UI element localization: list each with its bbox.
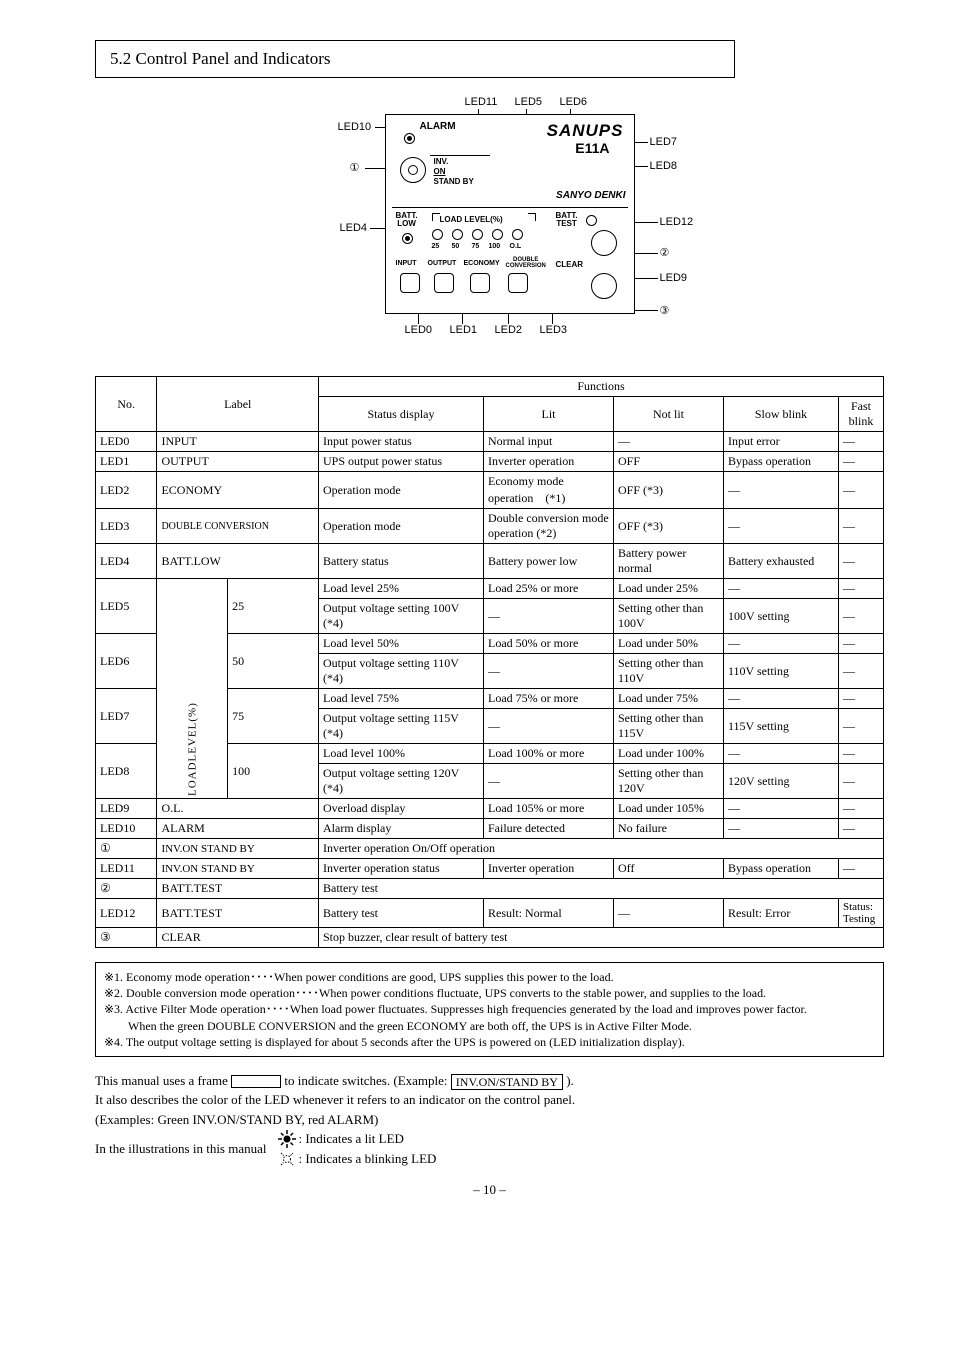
th-notlit: Not lit — [614, 397, 724, 432]
explain-line2: It also describes the color of the LED w… — [95, 1090, 884, 1110]
led4-dot — [402, 233, 413, 244]
led12-dot — [586, 215, 597, 226]
th-status: Status display — [319, 397, 484, 432]
control-panel-diagram: LED11 LED5 LED6 LED10 ① LED4 LED7 LED8 L… — [210, 96, 770, 356]
section-title-box: 5.2 Control Panel and Indicators — [95, 40, 735, 78]
callout-led9: LED9 — [660, 272, 688, 284]
explanation-block: This manual uses a frame to indicate swi… — [95, 1071, 884, 1169]
row-c3: ③ CLEAR Stop buzzer, clear result of bat… — [96, 928, 884, 948]
clear-label: CLEAR — [556, 260, 584, 269]
row-led5-a: LED5 LOADLEVEL(%) 25 Load level 25% Load… — [96, 579, 884, 599]
callout-led7: LED7 — [650, 136, 678, 148]
blink-led-text: : Indicates a blinking LED — [299, 1149, 437, 1169]
note-4: ※4. The output voltage setting is displa… — [104, 1034, 875, 1050]
inv-on-button[interactable] — [400, 157, 426, 183]
callout-led11: LED11 — [465, 96, 498, 108]
led10-dot — [404, 133, 415, 144]
th-no: No. — [96, 377, 157, 432]
economy-button[interactable] — [470, 273, 490, 293]
inv-label: INV. — [434, 157, 449, 166]
row-led1: LED1 OUTPUT UPS output power status Inve… — [96, 452, 884, 472]
row-led3: LED3 DOUBLE CONVERSION Operation mode Do… — [96, 509, 884, 544]
notes-box: ※1. Economy mode operation････When power… — [95, 962, 884, 1057]
output-button[interactable] — [434, 273, 454, 293]
btn-economy: ECONOMY — [464, 260, 500, 267]
clear-button[interactable] — [591, 273, 617, 299]
battlow-label: BATT. LOW — [396, 212, 418, 228]
led6-dot — [452, 229, 463, 240]
row-led2: LED2 ECONOMY Operation mode Economy mode… — [96, 472, 884, 509]
section-title: 5.2 Control Panel and Indicators — [110, 49, 331, 68]
batttest-button[interactable] — [591, 230, 617, 256]
callout-led10: LED10 — [338, 121, 372, 133]
nOL: O.L — [510, 243, 522, 250]
callout-led1: LED1 — [450, 324, 478, 336]
batttest-label: BATT. TEST — [556, 212, 578, 228]
row-led12: LED12 BATT.TEST Battery test Result: Nor… — [96, 899, 884, 928]
btn-input: INPUT — [396, 260, 417, 267]
page-number: – 10 – — [95, 1182, 884, 1198]
note-2: ※2. Double conversion mode operation････… — [104, 985, 875, 1001]
callout-c1: ① — [350, 161, 360, 174]
btn-output: OUTPUT — [428, 260, 457, 267]
th-lit: Lit — [484, 397, 614, 432]
n50: 50 — [452, 243, 460, 250]
input-button[interactable] — [400, 273, 420, 293]
n100: 100 — [489, 243, 501, 250]
callout-led5: LED5 — [515, 96, 543, 108]
note-1: ※1. Economy mode operation････When power… — [104, 969, 875, 985]
th-fast: Fast blink — [839, 397, 884, 432]
n25: 25 — [432, 243, 440, 250]
callout-led6: LED6 — [560, 96, 588, 108]
logo: SANUPS — [547, 121, 624, 141]
led5-dot — [432, 229, 443, 240]
row-led4: LED4 BATT.LOW Battery status Battery pow… — [96, 544, 884, 579]
callout-c3: ③ — [660, 304, 670, 317]
led8-dot — [492, 229, 503, 240]
row-led9: LED9 O.L. Overload display Load 105% or … — [96, 799, 884, 819]
alarm-label: ALARM — [420, 121, 456, 132]
th-functions: Functions — [319, 377, 884, 397]
th-slow: Slow blink — [724, 397, 839, 432]
table-head-row: No. Label Functions — [96, 377, 884, 397]
n75: 75 — [472, 243, 480, 250]
note-3b: When the green DOUBLE CONVERSION and the… — [104, 1018, 875, 1034]
led-functions-table: No. Label Functions Status display Lit N… — [95, 376, 884, 948]
callout-led3: LED3 — [540, 324, 568, 336]
note-3: ※3. Active Filter Mode operation････When… — [104, 1001, 875, 1017]
explain-line1: This manual uses a frame to indicate swi… — [95, 1071, 884, 1091]
row-c2: ② BATT.TEST Battery test — [96, 879, 884, 899]
lit-led-icon — [278, 1130, 296, 1148]
sanyo-label: SANYO DENKI — [556, 190, 625, 201]
explain-line3: (Examples: Green INV.ON/STAND BY, red AL… — [95, 1110, 884, 1130]
double-button[interactable] — [508, 273, 528, 293]
row-c1: ① INV.ON STAND BY Inverter operation On/… — [96, 839, 884, 859]
loadlevel-label: LOAD LEVEL(%) — [440, 215, 503, 224]
loadlevel-vertical: LOADLEVEL(%) — [157, 579, 228, 799]
row-led11: LED11 INV.ON STAND BY Inverter operation… — [96, 859, 884, 879]
callout-c2: ② — [660, 246, 670, 259]
frame-example: INV.ON/STAND BY — [451, 1074, 563, 1090]
standby-label: STAND BY — [434, 177, 474, 186]
callout-led2: LED2 — [495, 324, 523, 336]
lit-led-text: : Indicates a lit LED — [299, 1129, 404, 1149]
on-label: ON — [434, 167, 446, 176]
model: E11A — [575, 140, 609, 156]
explain-line4: In the illustrations in this manual — [95, 1139, 267, 1159]
panel: ALARM SANUPS E11A SANYO DENKI INV. ON ST… — [385, 114, 635, 314]
th-label: Label — [157, 377, 319, 432]
callout-led0: LED0 — [405, 324, 433, 336]
blink-led-icon — [278, 1150, 296, 1168]
callout-led8: LED8 — [650, 160, 678, 172]
callout-led4: LED4 — [340, 222, 368, 234]
led9-dot — [512, 229, 523, 240]
row-led0: LED0 INPUT Input power status Normal inp… — [96, 432, 884, 452]
callout-led12: LED12 — [660, 216, 694, 228]
row-led10: LED10 ALARM Alarm display Failure detect… — [96, 819, 884, 839]
frame-icon — [231, 1075, 281, 1088]
led7-dot — [472, 229, 483, 240]
btn-double: DOUBLE CONVERSION — [506, 257, 546, 269]
